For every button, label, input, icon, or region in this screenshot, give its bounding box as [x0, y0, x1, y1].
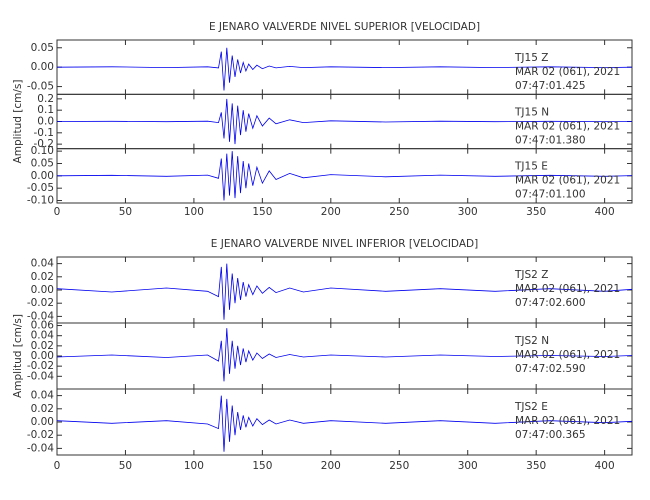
x-tick-label: 300	[458, 206, 478, 218]
station-annotation: TJS2 E	[514, 401, 548, 413]
x-tick-label: 400	[595, 460, 615, 472]
station-annotation: 07:47:01.380	[515, 134, 586, 146]
station-annotation: 07:47:02.590	[515, 363, 586, 375]
station-annotation: TJS2 N	[514, 335, 549, 347]
y-tick-label: -0.1	[34, 127, 55, 139]
station-annotation: MAR 02 (061), 2021	[515, 415, 620, 427]
x-tick-label: 150	[252, 460, 272, 472]
y-tick-label: 0.05	[31, 157, 54, 169]
x-tick-label: 300	[458, 460, 478, 472]
waveform	[56, 47, 633, 91]
y-tick-label: -0.04	[27, 310, 54, 322]
x-tick-label: 350	[526, 460, 546, 472]
y-tick-label: 0.04	[31, 330, 55, 342]
station-annotation: 07:47:00.365	[515, 429, 586, 441]
station-annotation: MAR 02 (061), 2021	[515, 175, 620, 187]
station-annotation: MAR 02 (061), 2021	[515, 283, 620, 295]
station-annotation: TJ15 Z	[514, 52, 548, 64]
station-annotation: 07:47:01.425	[515, 80, 586, 92]
x-tick-label: 150	[252, 206, 272, 218]
station-annotation: TJS2 Z	[514, 269, 548, 281]
y-tick-label: -0.10	[27, 195, 54, 207]
x-tick-label: 250	[389, 206, 409, 218]
y-axis-label: Amplitud [cm/s]	[12, 80, 24, 164]
y-tick-label: -0.05	[27, 81, 54, 93]
y-tick-label: -0.02	[27, 360, 54, 372]
y-tick-label: 0.04	[31, 390, 55, 402]
x-tick-label: 250	[389, 460, 409, 472]
waveform	[56, 151, 633, 201]
y-tick-label: 0.02	[31, 403, 54, 415]
chart-title: E JENARO VALVERDE NIVEL INFERIOR [VELOCI…	[211, 238, 478, 250]
y-tick-label: -0.05	[27, 182, 54, 194]
y-tick-label: -0.04	[27, 442, 54, 454]
x-tick-label: 0	[54, 206, 61, 218]
y-tick-label: 0.0	[37, 116, 54, 128]
y-tick-label: 0.2	[37, 93, 54, 105]
x-tick-label: 0	[54, 460, 61, 472]
y-tick-label: 0.00	[31, 61, 54, 73]
y-tick-label: 0.05	[31, 42, 54, 54]
chart-title: E JENARO VALVERDE NIVEL SUPERIOR [VELOCI…	[209, 21, 480, 33]
x-tick-label: 50	[119, 460, 132, 472]
y-tick-label: 0.10	[31, 145, 54, 157]
waveform	[56, 263, 633, 320]
waveform	[56, 328, 633, 382]
station-annotation: MAR 02 (061), 2021	[515, 66, 620, 78]
y-tick-label: 0.00	[31, 350, 54, 362]
x-tick-label: 400	[595, 206, 615, 218]
waveform	[56, 395, 633, 452]
y-tick-label: -0.2	[34, 138, 55, 150]
y-tick-label: 0.04	[31, 258, 55, 270]
station-annotation: 07:47:01.100	[515, 189, 586, 201]
x-tick-label: 350	[526, 206, 546, 218]
y-tick-label: 0.02	[31, 340, 54, 352]
y-axis-label: Amplitud [cm/s]	[12, 314, 24, 398]
station-annotation: MAR 02 (061), 2021	[515, 120, 620, 132]
x-tick-label: 100	[184, 206, 204, 218]
x-tick-label: 200	[321, 206, 341, 218]
y-tick-label: 0.00	[31, 416, 54, 428]
station-annotation: MAR 02 (061), 2021	[515, 349, 620, 361]
y-tick-label: 0.1	[37, 104, 54, 116]
y-tick-label: -0.02	[27, 297, 54, 309]
y-tick-label: -0.04	[27, 370, 54, 382]
x-tick-label: 100	[184, 460, 204, 472]
x-tick-label: 200	[321, 460, 341, 472]
y-tick-label: 0.06	[31, 320, 55, 332]
station-annotation: TJ15 E	[514, 161, 548, 173]
x-tick-label: 50	[119, 206, 132, 218]
station-annotation: TJ15 N	[514, 106, 549, 118]
station-annotation: 07:47:02.600	[515, 297, 586, 309]
y-tick-label: 0.02	[31, 271, 54, 283]
y-tick-label: 0.00	[31, 170, 54, 182]
y-tick-label: -0.02	[27, 429, 54, 441]
y-tick-label: 0.00	[31, 284, 54, 296]
waveform	[56, 98, 633, 145]
